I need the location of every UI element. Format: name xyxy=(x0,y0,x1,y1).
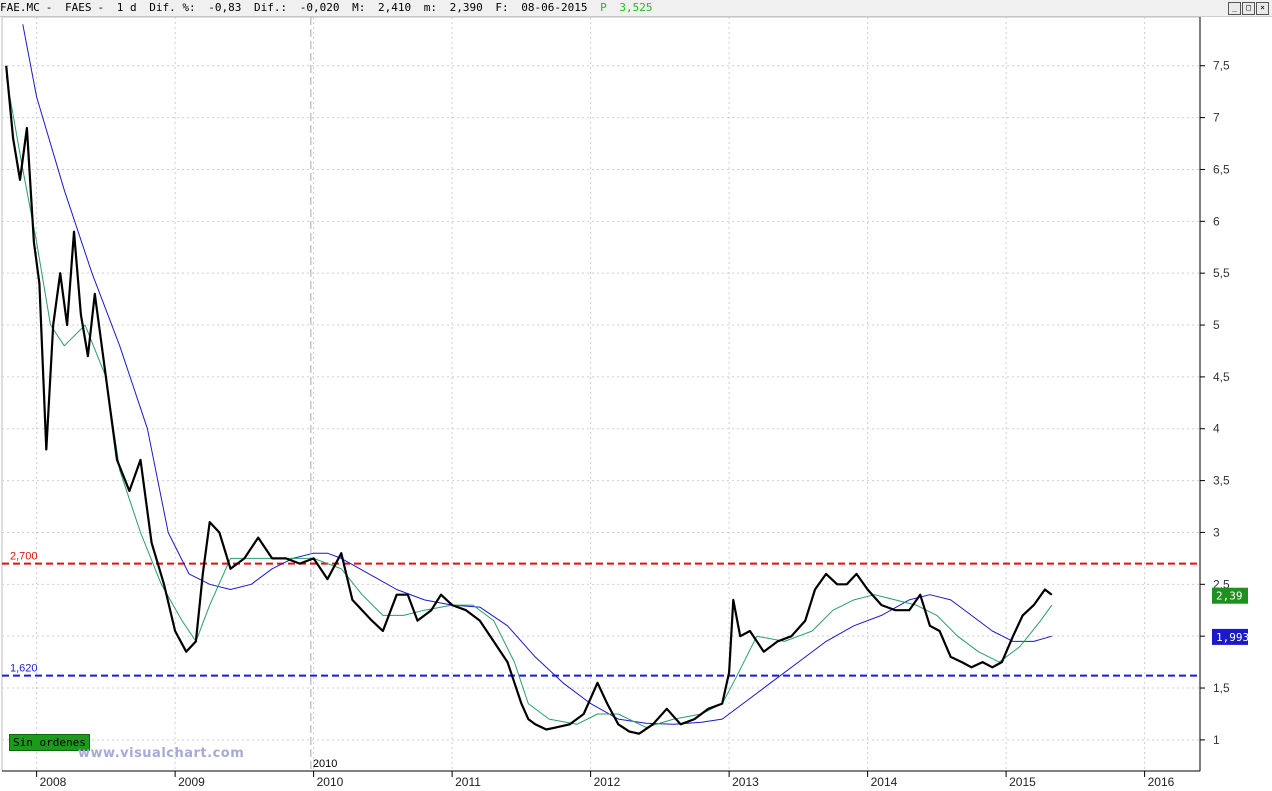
x-tick-label: 2010 xyxy=(317,775,344,789)
last-price-box xyxy=(1212,587,1248,604)
y-tick-label: 4,5 xyxy=(1213,370,1230,384)
cursor-label: 2010 xyxy=(313,758,337,770)
last-price-label: 2,39 xyxy=(1216,590,1243,603)
minimize-button[interactable]: _ xyxy=(1228,2,1241,15)
y-tick-label: 6 xyxy=(1213,214,1220,228)
y-tick-label: 3,5 xyxy=(1213,474,1230,488)
symbol: FAE.MC xyxy=(0,1,40,14)
instrument-name: FAES xyxy=(65,1,92,14)
axes: 11,522,533,544,555,566,577,5200820092010… xyxy=(2,17,1249,789)
ma-price-box xyxy=(1212,628,1248,645)
y-tick-label: 6,5 xyxy=(1213,162,1230,176)
position-value: 3,525 xyxy=(619,1,653,14)
date-label: F: xyxy=(495,1,509,14)
x-tick-label: 2013 xyxy=(732,775,759,789)
y-tick-label: 5,5 xyxy=(1213,266,1230,280)
close-button[interactable]: × xyxy=(1256,2,1269,15)
y-tick-label: 1,5 xyxy=(1213,681,1230,695)
orders-badge[interactable]: Sin ordenes xyxy=(9,734,90,751)
min-value: 2,390 xyxy=(449,1,483,14)
maximize-button[interactable]: □ xyxy=(1242,2,1255,15)
y-tick-label: 4 xyxy=(1213,422,1220,436)
date-value: 08-06-2015 xyxy=(521,1,588,14)
level-lines: 2,700 1,620 xyxy=(2,551,1200,677)
pct-value: -0,83 xyxy=(208,1,242,14)
support-label: 1,620 xyxy=(10,663,38,675)
resistance-label: 2,700 xyxy=(10,551,38,563)
x-tick-label: 2012 xyxy=(594,775,621,789)
y-tick-label: 7,5 xyxy=(1213,59,1230,73)
x-tick-label: 2009 xyxy=(178,775,205,789)
period: 1 d xyxy=(116,1,137,14)
position-label: P xyxy=(600,1,607,14)
grid xyxy=(1,16,1201,772)
x-tick-label: 2015 xyxy=(1009,775,1036,789)
y-tick-label: 7 xyxy=(1213,111,1220,125)
x-tick-label: 2008 xyxy=(40,775,67,789)
dif-label: Dif.: xyxy=(253,1,288,14)
chart-title-bar: FAE.MC - FAES - 1 d Dif. %: -0,83 Dif.: -0… xyxy=(0,0,1272,17)
x-tick-label: 2011 xyxy=(455,775,481,789)
series xyxy=(5,24,1053,735)
watermark: www.visualchart.com xyxy=(78,746,245,761)
max-label: M: xyxy=(352,1,366,14)
x-tick-label: 2014 xyxy=(871,775,898,789)
x-tick-label: 2016 xyxy=(1148,775,1175,789)
min-label: m: xyxy=(423,1,437,14)
plot-frame xyxy=(1,16,1201,772)
y-tick-label: 5 xyxy=(1213,318,1220,332)
ma_short-series xyxy=(5,76,1053,728)
y-tick-label: 3 xyxy=(1213,525,1220,539)
price-series xyxy=(5,65,1053,735)
max-value: 2,410 xyxy=(377,1,412,14)
ma-price-label: 1,993 xyxy=(1216,631,1249,644)
y-tick-label: 1 xyxy=(1213,733,1220,747)
dif-value: -0,020 xyxy=(299,1,340,14)
pct-label: Dif. %: xyxy=(149,1,196,14)
